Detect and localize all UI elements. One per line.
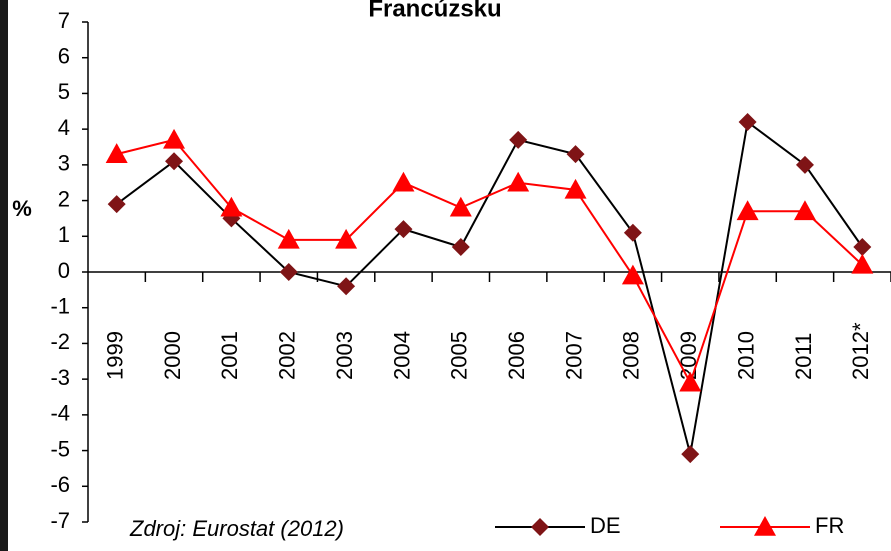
y-axis-label: % (12, 196, 32, 221)
x-tick-label: 2007 (561, 331, 586, 380)
data-point (793, 200, 816, 221)
x-tick-label: 2011 (791, 333, 816, 380)
legend-marker (531, 518, 549, 536)
y-tick-label: -1 (50, 294, 70, 319)
data-point (851, 253, 874, 274)
y-tick-label: 4 (58, 115, 70, 140)
data-point (449, 196, 472, 217)
data-point (621, 264, 644, 285)
legend-label: DE (590, 513, 621, 538)
series-line (116, 120, 864, 455)
y-tick-label: -2 (50, 329, 70, 354)
data-point (337, 277, 356, 296)
x-tick-label: 2009 (676, 331, 701, 380)
data-point (795, 155, 814, 174)
y-tick-label: -7 (50, 508, 70, 533)
y-tick-label: 1 (58, 222, 70, 247)
y-tick-label: -6 (50, 472, 70, 497)
data-point (679, 371, 702, 392)
x-tick-label: 2010 (733, 331, 758, 380)
y-tick-label: 7 (58, 8, 70, 33)
series (107, 113, 872, 464)
y-tick-label: 2 (58, 186, 70, 211)
data-point (277, 228, 300, 249)
data-point (623, 223, 642, 242)
data-point (736, 200, 759, 221)
y-tick-label: -5 (50, 436, 70, 461)
data-point (335, 228, 358, 249)
data-point (566, 145, 585, 164)
x-tick-label: 2005 (447, 331, 472, 380)
data-point (451, 238, 470, 256)
y-tick-label: -4 (50, 401, 70, 426)
y-tick-label: 5 (58, 79, 70, 104)
x-tick-label: 2004 (389, 331, 414, 380)
x-tick-label: 2002 (275, 331, 300, 380)
series-line (116, 138, 864, 386)
x-tick-label: 2006 (504, 331, 529, 380)
y-tick-label: 6 (58, 44, 70, 69)
data-point (105, 143, 128, 163)
y-tick-label: -3 (50, 365, 70, 390)
left-border (0, 0, 8, 551)
x-tick-label: 2001 (217, 331, 242, 380)
data-point (220, 196, 243, 217)
data-point (507, 171, 530, 192)
chart-title: Francúzsku (368, 0, 501, 22)
x-tick-label: 2000 (160, 331, 185, 380)
data-point (564, 178, 587, 199)
data-point (279, 263, 298, 281)
data-point (392, 171, 415, 192)
x-tick-label: 2008 (619, 331, 644, 380)
data-point (165, 152, 184, 171)
legend-label: FR (815, 513, 844, 538)
legend-marker (754, 516, 776, 536)
data-point (107, 195, 126, 214)
y-tick-label: 3 (58, 151, 70, 176)
series (105, 128, 874, 392)
data-point (509, 130, 528, 149)
data-point (681, 445, 700, 464)
source-note: Zdroj: Eurostat (2012) (129, 516, 344, 541)
data-point (738, 113, 757, 131)
x-tick-label: 2003 (332, 331, 357, 380)
y-tick-label: 0 (58, 258, 70, 283)
data-point (163, 128, 186, 149)
x-tick-label: 1999 (102, 331, 127, 380)
x-tick-label: 2012* (848, 322, 873, 380)
data-point (394, 220, 413, 239)
data-point (853, 238, 872, 256)
